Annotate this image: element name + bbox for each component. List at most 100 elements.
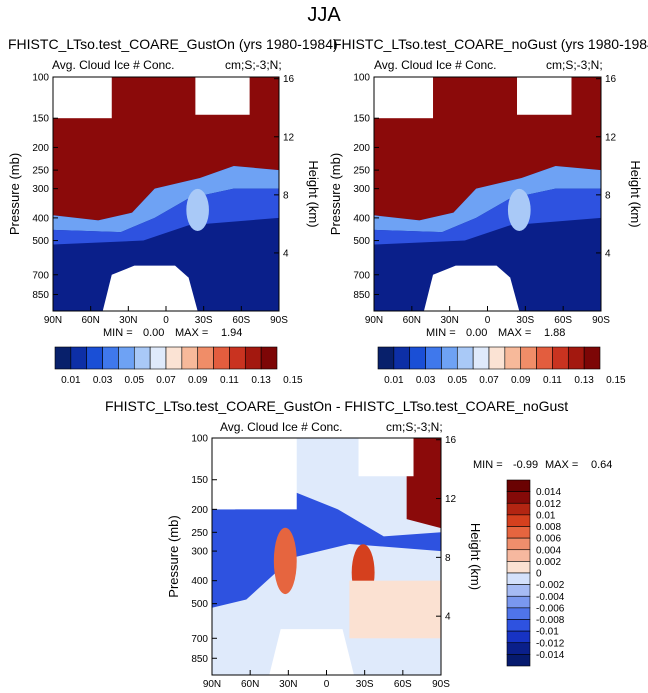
- p3-htick-label: 8: [445, 553, 451, 564]
- p2-xtick-label: 0: [485, 315, 491, 326]
- p3-xtick-label: 60N: [241, 679, 259, 690]
- p1-cbar-label: 0.05: [125, 375, 145, 386]
- p1-cbar-swatch: [118, 346, 135, 370]
- p3-max-label: MAX =: [545, 459, 578, 471]
- p3-cbar-label: 0.01: [536, 510, 556, 521]
- p3-htick-label: 16: [445, 435, 457, 446]
- p1-cbar-label: 0.13: [251, 375, 271, 386]
- panel3-subtitle-right: cm;S;-3;N;: [386, 420, 443, 434]
- p1-field-mid: [53, 188, 279, 245]
- p3-cbar-swatch: [506, 619, 531, 632]
- panel1-subtitle-right: cm;S;-3;N;: [225, 58, 282, 72]
- p1-cbar-swatch: [197, 346, 214, 370]
- p2-cbar-swatch: [536, 346, 553, 370]
- p2-cbar-label: 0.11: [543, 375, 562, 386]
- p1-xtick-label: 60S: [232, 315, 250, 326]
- p1-cbar-label: 0.09: [188, 375, 208, 386]
- p1-mask-ground: [102, 265, 198, 311]
- p3-xtick-label: 90S: [432, 679, 450, 690]
- p1-ylabel-right: Height (km): [306, 160, 321, 227]
- p3-xtick-label: 0: [324, 679, 330, 690]
- p3-field-weak-positive: [349, 580, 441, 639]
- p1-cbar-swatch: [213, 346, 230, 370]
- p1-htick-label: 16: [283, 74, 295, 85]
- p3-cbar-swatch: [506, 654, 531, 667]
- p3-cbar-swatch: [506, 491, 531, 504]
- p2-cbar-swatch: [504, 346, 522, 370]
- p3-cbar-label: 0.008: [536, 522, 561, 533]
- p3-cbar-swatch: [506, 630, 531, 644]
- p2-max-value: 1.88: [544, 327, 565, 339]
- p3-cbar-label: 0.006: [536, 534, 561, 545]
- p2-cbar-swatch: [583, 346, 601, 370]
- p3-cbar-swatch: [506, 607, 531, 620]
- p2-ytick-label: 850: [353, 290, 370, 301]
- p2-ytick-label: 100: [353, 73, 370, 84]
- p2-ytick-label: 500: [353, 236, 370, 247]
- p2-field-blob: [507, 188, 531, 232]
- p3-cbar-label: -0.006: [536, 603, 565, 614]
- p2-xtick-label: 60S: [554, 315, 572, 326]
- p2-cbar-label: 0.09: [511, 375, 531, 386]
- p1-min-value: 0.00: [143, 327, 164, 339]
- p2-min-value: 0.00: [466, 327, 487, 339]
- p2-ytick-label: 150: [353, 114, 370, 125]
- p1-cbar-swatch: [229, 346, 246, 370]
- p2-ytick-label: 700: [353, 270, 370, 281]
- figure-title: JJA: [307, 4, 341, 26]
- p2-cbar-swatch: [409, 346, 426, 370]
- p3-max-value: 0.64: [591, 459, 612, 471]
- p2-cbar-swatch: [456, 346, 474, 370]
- p1-ytick-label: 300: [32, 184, 49, 195]
- p1-xtick-label: 90S: [270, 315, 288, 326]
- p3-cbar-swatch: [506, 537, 531, 551]
- p1-cbar-label: 0.15: [283, 375, 303, 386]
- p2-mask-right: [517, 77, 572, 115]
- p1-xtick-label: 60N: [81, 315, 99, 326]
- p3-ylabel-right: Height (km): [468, 523, 483, 590]
- p3-cbar-swatch: [506, 526, 531, 539]
- p2-xtick-label: 30N: [440, 315, 458, 326]
- p2-min-label: MIN =: [426, 327, 456, 339]
- p2-cbar-swatch: [393, 346, 411, 370]
- p2-ytick-label: 250: [353, 166, 370, 177]
- p3-cbar-swatch: [506, 502, 531, 516]
- p2-cbar-swatch: [520, 346, 537, 370]
- p3-ytick-label: 150: [191, 475, 208, 486]
- p2-field-mid: [374, 188, 601, 245]
- p1-cbar-swatch: [260, 346, 278, 370]
- p3-cbar-label: -0.012: [536, 638, 565, 649]
- p3-ytick-label: 250: [191, 528, 208, 539]
- p3-cbar-swatch: [506, 479, 531, 492]
- p3-cbar-swatch: [506, 642, 531, 655]
- p1-ytick-label: 150: [32, 114, 49, 125]
- p1-htick-label: 8: [283, 190, 289, 201]
- panel1-title: FHISTC_LTso.test_COARE_GustOn (yrs 1980-…: [8, 36, 338, 52]
- p1-ylabel: Pressure (mb): [7, 153, 22, 235]
- p2-htick-label: 8: [605, 190, 611, 201]
- p3-cbar-label: -0.01: [536, 627, 559, 638]
- p1-ytick-label: 500: [32, 236, 49, 247]
- p3-field-positive-high: [406, 438, 441, 529]
- p3-xtick-label: 60S: [394, 679, 412, 690]
- p3-ylabel: Pressure (mb): [166, 515, 181, 597]
- p1-cbar-swatch: [70, 346, 88, 370]
- p1-xtick-label: 0: [163, 315, 169, 326]
- p1-cbar-label: 0.03: [93, 375, 113, 386]
- panel3-title: FHISTC_LTso.test_COARE_GustOn - FHISTC_L…: [105, 398, 569, 414]
- p3-cbar-swatch: [506, 595, 531, 609]
- panel2-subtitle-right: cm;S;-3;N;: [546, 58, 603, 72]
- p3-cbar-label: -0.014: [536, 650, 565, 661]
- p1-field-blob: [186, 188, 209, 232]
- p1-xtick-label: 30S: [195, 315, 213, 326]
- p1-cbar-swatch: [54, 346, 72, 370]
- p2-ylabel: Pressure (mb): [328, 153, 343, 235]
- p3-xtick-label: 30N: [279, 679, 297, 690]
- p3-cbar-swatch: [506, 561, 531, 574]
- p2-cbar-label: 0.01: [384, 375, 404, 386]
- p1-min-label: MIN =: [103, 327, 133, 339]
- p2-xtick-label: 60N: [403, 315, 421, 326]
- p1-cbar-label: 0.11: [220, 375, 239, 386]
- p2-xtick-label: 90N: [365, 315, 383, 326]
